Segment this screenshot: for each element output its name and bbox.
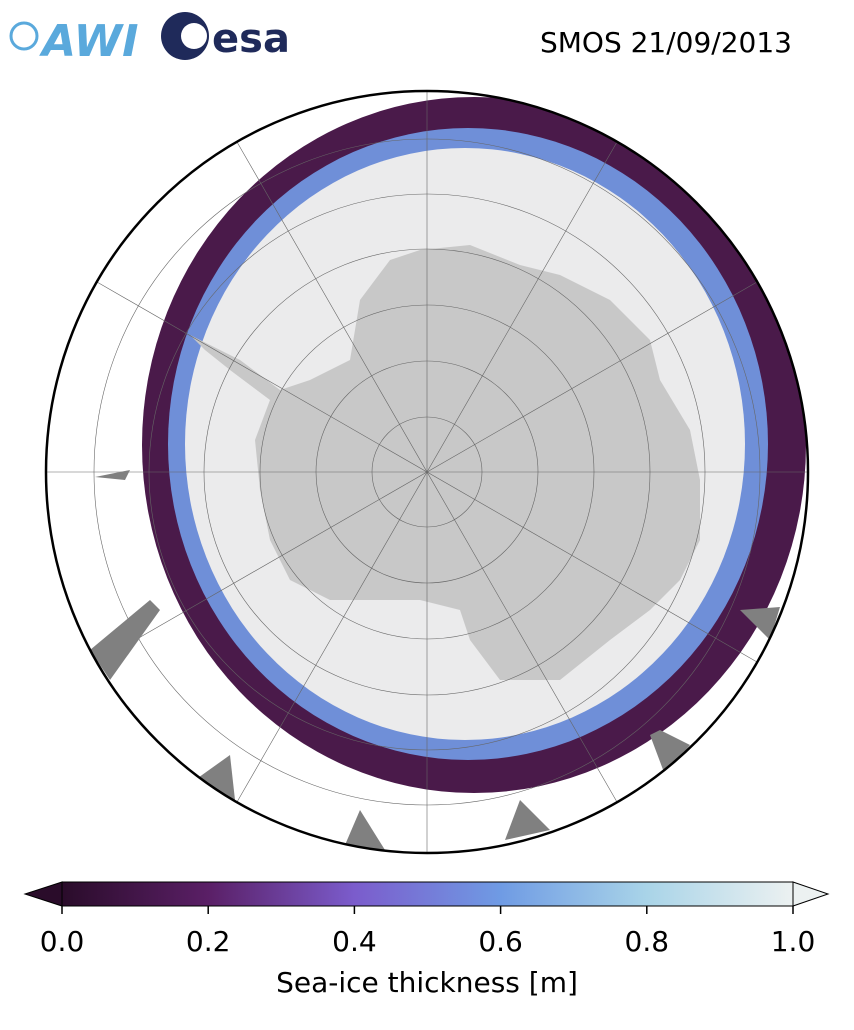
colorbar: 0.0 0.2 0.4 0.6 0.8 1.0 xyxy=(23,881,830,958)
colorbar-extend-low xyxy=(23,881,63,907)
colorbar-tick-label: 0.8 xyxy=(625,925,670,958)
antarctica xyxy=(190,245,700,680)
map-frame xyxy=(44,89,810,855)
colorbar-tick-label: 0.6 xyxy=(478,925,523,958)
colorbar-tick-label: 1.0 xyxy=(771,925,816,958)
colorbar-tick-label: 0.4 xyxy=(332,925,377,958)
awi-text: AWI xyxy=(39,16,139,67)
colorbar-extend-high xyxy=(792,881,830,907)
land-fragments xyxy=(90,470,780,850)
colorbar-tick-label: 0.0 xyxy=(40,925,85,958)
map xyxy=(46,91,808,853)
esa-text: esa xyxy=(212,16,290,62)
awi-logo: AWI xyxy=(9,16,139,67)
colorbar-bar xyxy=(61,881,794,907)
graticule xyxy=(46,91,808,853)
colorbar-label: Sea-ice thickness [m] xyxy=(276,966,578,999)
colorbar-tick-label: 0.2 xyxy=(186,925,231,958)
title: SMOS 21/09/2013 xyxy=(540,26,792,59)
esa-logo: esa xyxy=(161,12,290,62)
